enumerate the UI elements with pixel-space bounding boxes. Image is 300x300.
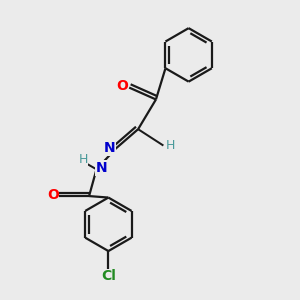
Text: H: H: [166, 139, 176, 152]
Text: O: O: [47, 188, 59, 203]
Text: N: N: [96, 161, 108, 175]
Text: N: N: [103, 141, 115, 155]
Text: O: O: [116, 79, 128, 93]
Text: H: H: [78, 153, 88, 166]
Text: Cl: Cl: [101, 269, 116, 283]
